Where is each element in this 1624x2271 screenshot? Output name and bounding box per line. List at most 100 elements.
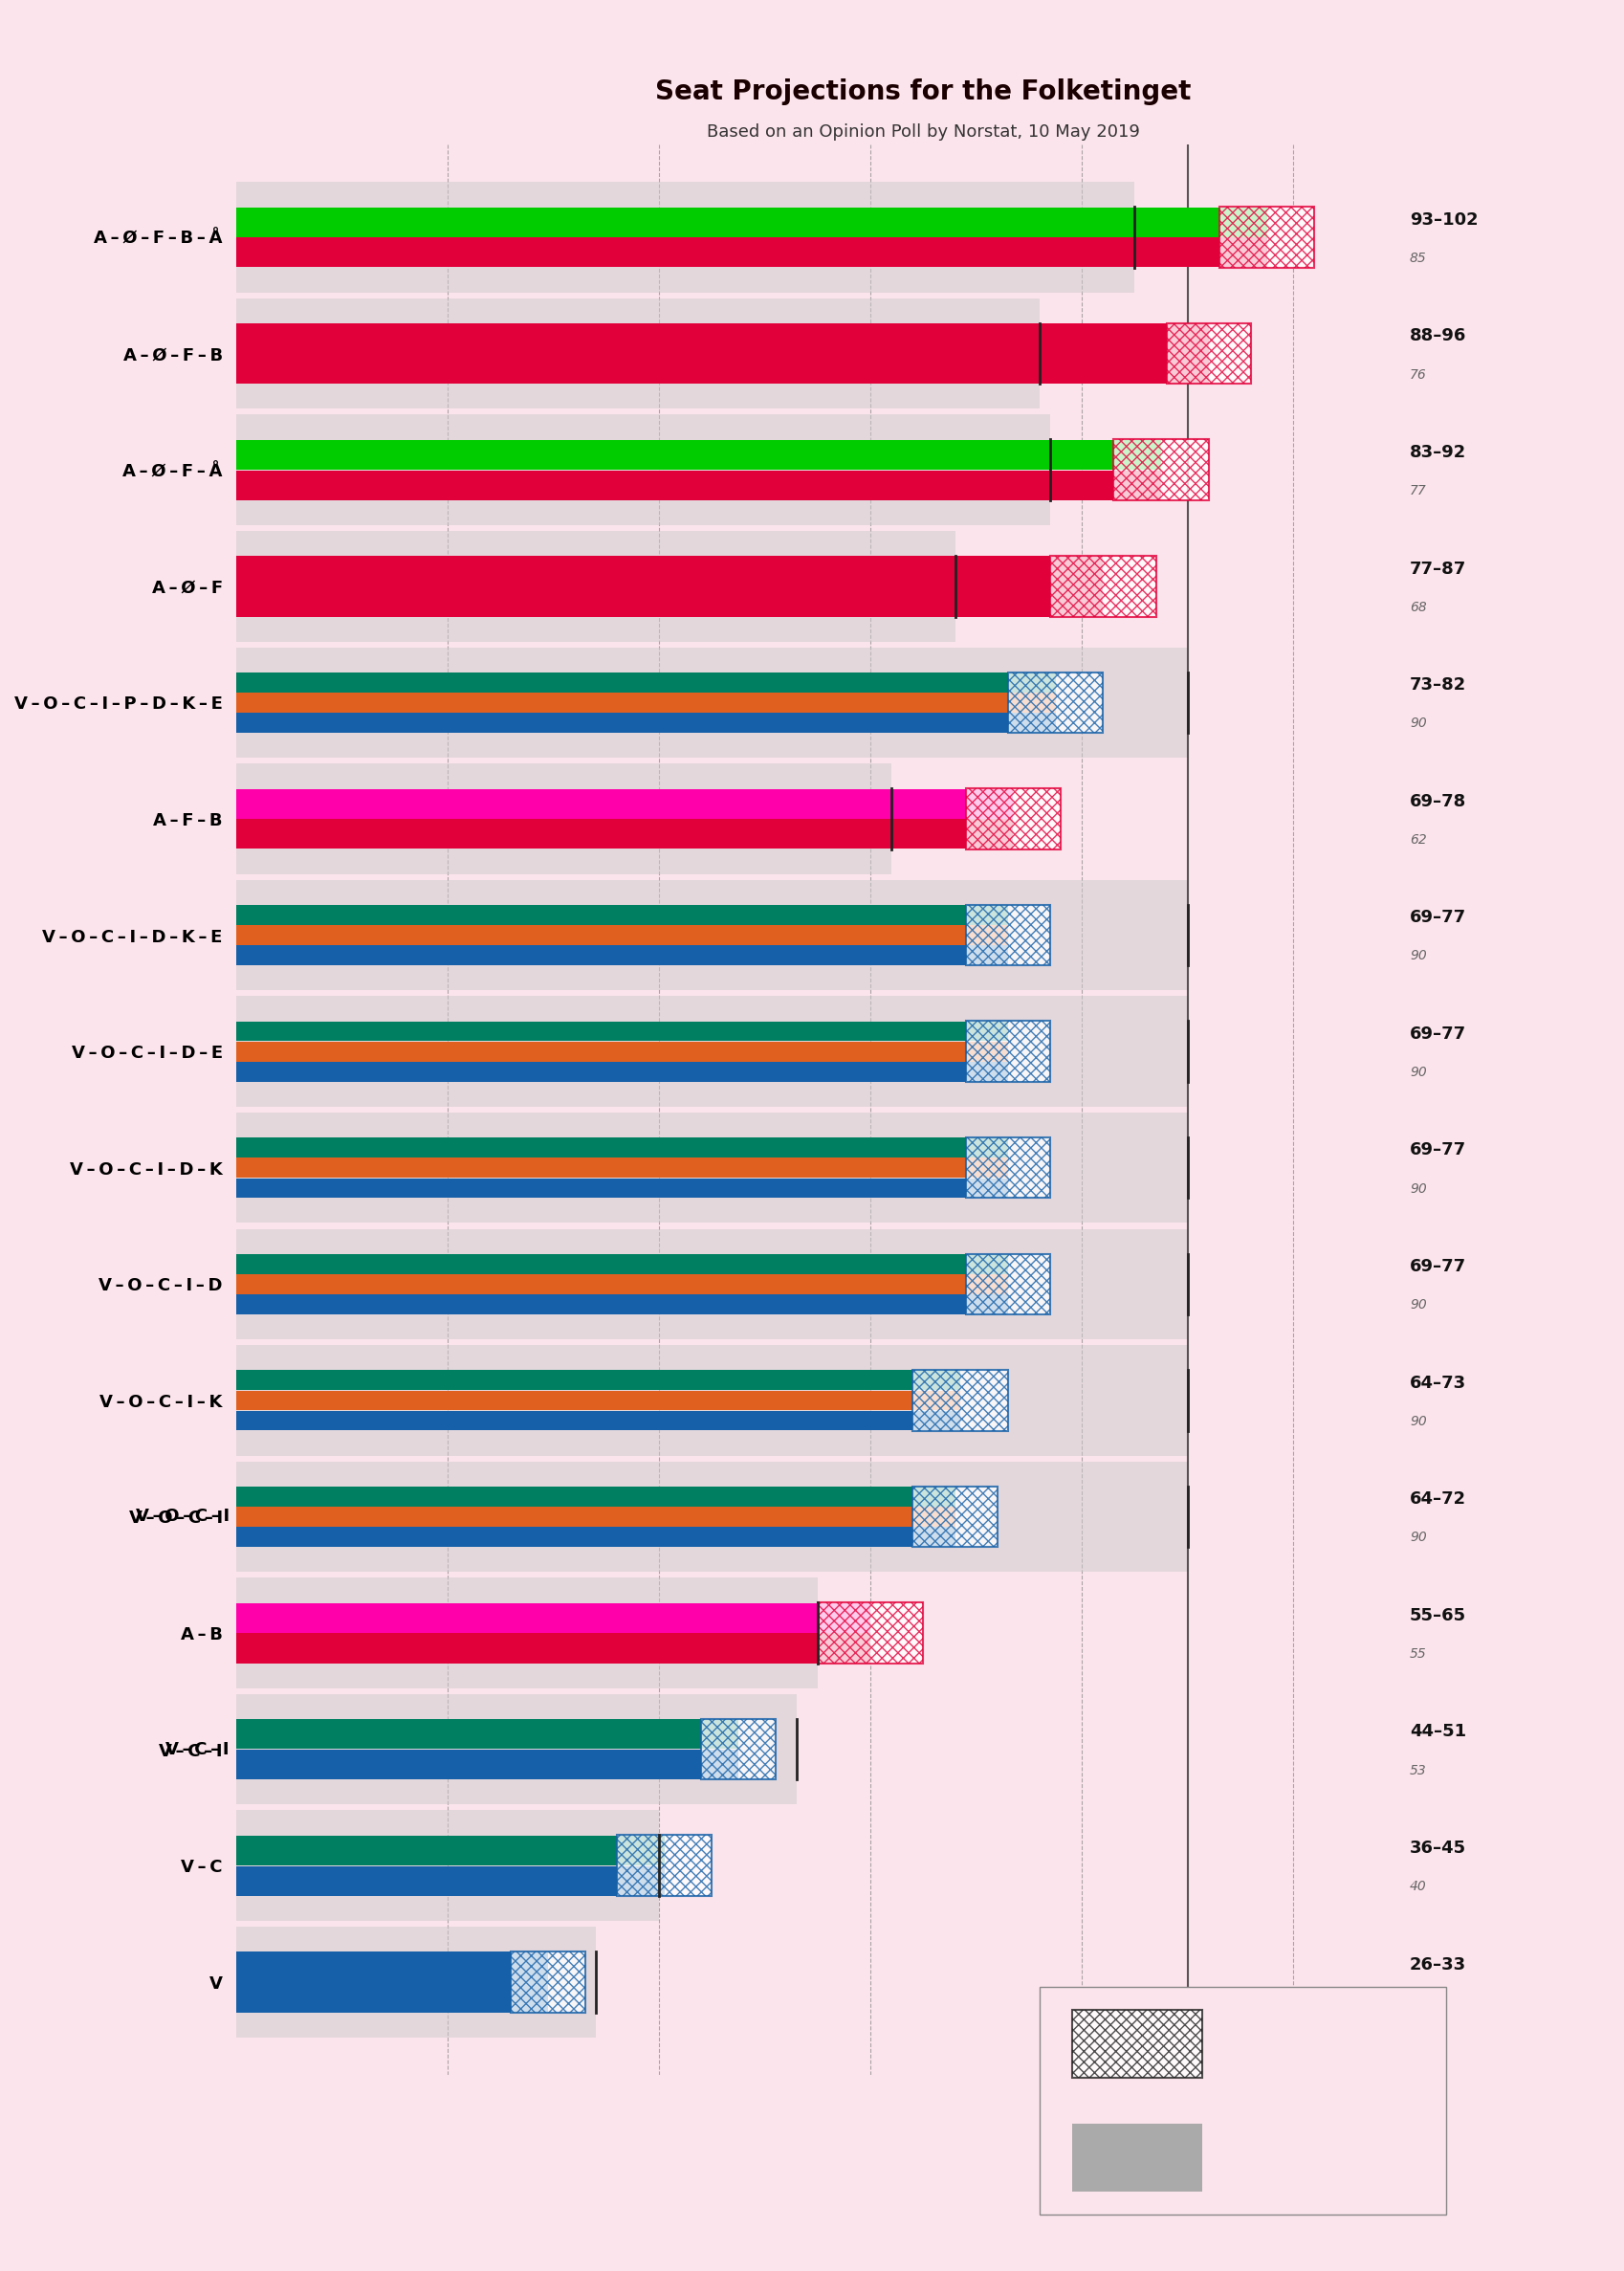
Bar bbox=[235, 1274, 1007, 1294]
Bar bbox=[235, 672, 1056, 693]
Bar bbox=[235, 1506, 955, 1526]
Text: 34: 34 bbox=[1410, 1996, 1426, 2010]
Bar bbox=[235, 1138, 1007, 1158]
Bar bbox=[235, 1463, 1187, 1572]
Bar bbox=[965, 788, 1060, 849]
Text: 90: 90 bbox=[1410, 949, 1426, 963]
Text: 69–77: 69–77 bbox=[1410, 908, 1465, 927]
Text: 88–96: 88–96 bbox=[1410, 327, 1465, 345]
Text: 77–87: 77–87 bbox=[1410, 561, 1465, 577]
Text: Seat Projections for the Folketinget: Seat Projections for the Folketinget bbox=[654, 79, 1190, 107]
Bar bbox=[235, 1344, 1187, 1456]
Text: V – O – C – I: V – O – C – I bbox=[135, 1508, 229, 1526]
Bar bbox=[965, 1022, 1049, 1081]
Bar bbox=[235, 238, 1267, 268]
Bar bbox=[1007, 672, 1103, 734]
Text: 95% confidence interval
with median: 95% confidence interval with median bbox=[1210, 2030, 1356, 2058]
Bar bbox=[965, 904, 1049, 965]
Bar bbox=[235, 1578, 817, 1687]
Text: 90: 90 bbox=[1410, 1181, 1426, 1195]
Bar bbox=[235, 298, 1039, 409]
Bar bbox=[235, 1633, 870, 1662]
Bar bbox=[235, 945, 1007, 965]
Text: V – C – I: V – C – I bbox=[166, 1740, 229, 1758]
Bar bbox=[235, 647, 1187, 759]
Text: Based on an Opinion Poll by Norstat, 10 May 2019: Based on an Opinion Poll by Norstat, 10 … bbox=[706, 123, 1138, 141]
Bar bbox=[235, 1390, 960, 1410]
Bar bbox=[235, 1835, 664, 1864]
Bar bbox=[235, 1951, 547, 2012]
Text: 90: 90 bbox=[1410, 1299, 1426, 1313]
Bar bbox=[235, 1749, 737, 1780]
Bar bbox=[235, 207, 1267, 236]
Text: 90: 90 bbox=[1410, 718, 1426, 731]
Text: 55: 55 bbox=[1410, 1646, 1426, 1660]
Text: 26–33: 26–33 bbox=[1410, 1955, 1465, 1973]
Bar bbox=[235, 182, 1134, 293]
Text: 69–77: 69–77 bbox=[1410, 1258, 1465, 1276]
Bar bbox=[235, 1603, 870, 1633]
Text: 85: 85 bbox=[1410, 252, 1426, 266]
Bar bbox=[235, 1369, 960, 1390]
Bar bbox=[235, 1526, 955, 1547]
Text: 69–78: 69–78 bbox=[1410, 793, 1465, 811]
Bar bbox=[235, 531, 955, 640]
Bar bbox=[1049, 556, 1155, 618]
Bar bbox=[235, 1158, 1007, 1179]
Text: 76: 76 bbox=[1410, 368, 1426, 382]
Text: 44–51: 44–51 bbox=[1410, 1724, 1465, 1740]
Bar bbox=[817, 1603, 922, 1662]
Bar bbox=[235, 788, 1013, 818]
Bar bbox=[235, 1926, 594, 2037]
Text: 64–73: 64–73 bbox=[1410, 1374, 1465, 1392]
Text: 64–72: 64–72 bbox=[1410, 1490, 1465, 1508]
Text: 83–92: 83–92 bbox=[1410, 443, 1465, 461]
Bar bbox=[1112, 441, 1208, 500]
Text: 90: 90 bbox=[1410, 1065, 1426, 1079]
Bar bbox=[235, 1254, 1007, 1274]
Text: Last result: Last result bbox=[1210, 2151, 1273, 2164]
Bar bbox=[1218, 207, 1314, 268]
Bar bbox=[235, 1022, 1007, 1040]
Bar bbox=[235, 693, 1056, 713]
Text: 53: 53 bbox=[1410, 1765, 1426, 1776]
Bar bbox=[235, 1229, 1187, 1340]
Bar bbox=[235, 441, 1161, 470]
Bar bbox=[235, 879, 1187, 990]
Bar bbox=[235, 322, 1208, 384]
Text: 68: 68 bbox=[1410, 600, 1426, 613]
Bar bbox=[965, 1138, 1049, 1199]
Bar bbox=[913, 1485, 997, 1547]
Bar bbox=[965, 1254, 1049, 1315]
Text: 77: 77 bbox=[1410, 484, 1426, 497]
Bar bbox=[235, 1488, 955, 1506]
Text: 62: 62 bbox=[1410, 833, 1426, 847]
Text: 69–77: 69–77 bbox=[1410, 1026, 1465, 1042]
Bar bbox=[235, 1179, 1007, 1197]
Bar bbox=[235, 1063, 1007, 1081]
Bar bbox=[235, 1719, 737, 1749]
Bar bbox=[1166, 322, 1250, 384]
Bar bbox=[235, 820, 1013, 849]
Bar bbox=[235, 1867, 664, 1896]
Bar bbox=[235, 470, 1161, 500]
Bar bbox=[235, 1113, 1187, 1224]
Bar bbox=[235, 997, 1187, 1106]
Text: 90: 90 bbox=[1410, 1531, 1426, 1544]
Bar bbox=[913, 1369, 1007, 1431]
Bar bbox=[235, 1294, 1007, 1315]
Bar bbox=[702, 1719, 775, 1780]
Bar bbox=[235, 416, 1049, 525]
Bar bbox=[235, 1694, 796, 1805]
Bar bbox=[235, 904, 1007, 924]
Text: 55–65: 55–65 bbox=[1410, 1608, 1465, 1624]
Bar bbox=[235, 713, 1056, 734]
Bar bbox=[615, 1835, 711, 1896]
Bar bbox=[235, 1810, 659, 1921]
Bar bbox=[235, 556, 1103, 618]
Bar bbox=[235, 924, 1007, 945]
Text: 73–82: 73–82 bbox=[1410, 677, 1465, 693]
Text: 36–45: 36–45 bbox=[1410, 1840, 1465, 1858]
Text: 69–77: 69–77 bbox=[1410, 1142, 1465, 1158]
Text: 40: 40 bbox=[1410, 1880, 1426, 1894]
